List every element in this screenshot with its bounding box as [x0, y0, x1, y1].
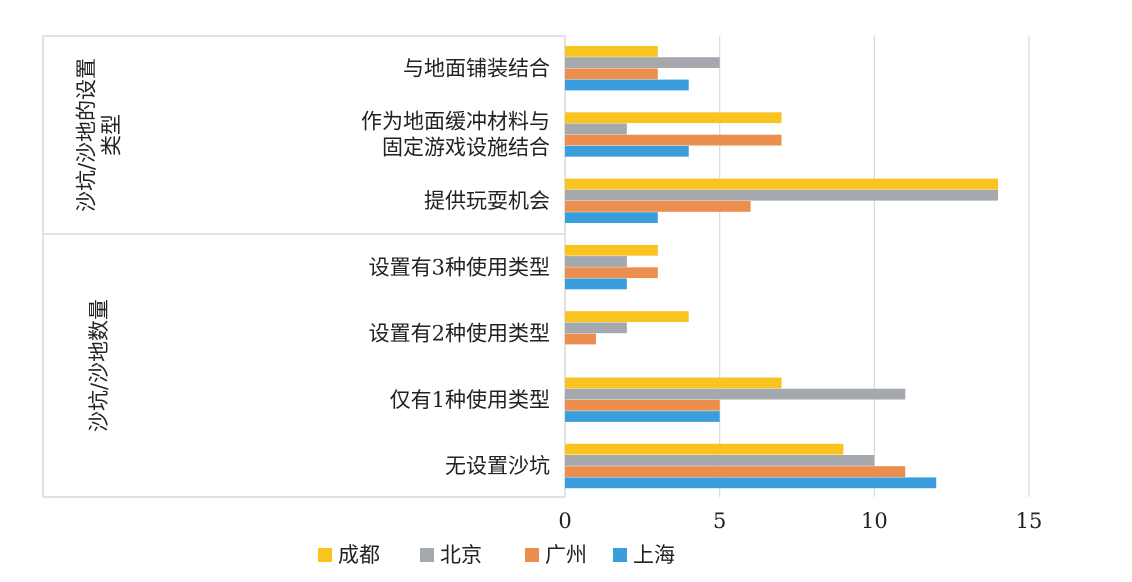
- bar-北京-1: [565, 123, 627, 135]
- x-tick-label: 15: [1016, 509, 1043, 533]
- category-label: 设置有3种使用类型: [369, 255, 550, 279]
- bar-成都-3: [565, 244, 658, 256]
- bar-北京-3: [565, 256, 627, 267]
- legend-swatch-3: [613, 548, 627, 562]
- bar-广州-0: [565, 68, 658, 80]
- bar-广州-3: [565, 267, 658, 279]
- group-label: 沙坑/沙地的设置: [75, 58, 99, 212]
- category-label: 仅有1种使用类型: [390, 388, 550, 412]
- bar-广州-5: [565, 399, 720, 411]
- category-label: 提供玩耍机会: [424, 189, 550, 213]
- legend-label-1: 北京: [440, 543, 482, 567]
- bar-北京-6: [565, 455, 875, 466]
- bars: [565, 46, 999, 489]
- bar-上海-2: [565, 212, 658, 223]
- group-frame: [42, 35, 566, 498]
- bar-广州-4: [565, 333, 596, 345]
- bar-成都-4: [565, 311, 689, 322]
- bar-广州-6: [565, 466, 906, 477]
- bar-成都-5: [565, 377, 782, 389]
- bar-成都-2: [565, 178, 999, 190]
- x-axis-ticks: 0 5 10 15: [558, 509, 1042, 533]
- bar-成都-1: [565, 112, 782, 124]
- category-label: 无设置沙坑: [445, 454, 550, 478]
- group-label: 沙坑/沙地数量: [87, 299, 111, 432]
- legend-label-2: 广州: [545, 543, 587, 567]
- legend-label-3: 上海: [633, 543, 675, 567]
- bar-上海-6: [565, 477, 937, 489]
- bar-广州-1: [565, 134, 782, 146]
- gridlines: [719, 36, 1030, 497]
- bar-北京-5: [565, 388, 906, 400]
- bar-上海-3: [565, 278, 627, 290]
- bar-上海-5: [565, 411, 720, 422]
- bar-成都-0: [565, 46, 658, 57]
- legend-swatch-1: [420, 548, 434, 562]
- legend-swatch-2: [525, 548, 539, 562]
- x-tick-label: 10: [861, 509, 888, 533]
- bar-北京-4: [565, 322, 627, 334]
- category-labels: 与地面铺装结合作为地面缓冲材料与固定游戏设施结合提供玩耍机会设置有3种使用类型设…: [361, 56, 550, 478]
- group-label: 类型: [100, 114, 124, 156]
- legend-label-0: 成都: [338, 543, 380, 567]
- x-tick-label: 5: [713, 509, 726, 533]
- bar-广州-2: [565, 201, 751, 212]
- bar-北京-0: [565, 57, 720, 68]
- bar-北京-2: [565, 189, 999, 201]
- bar-上海-0: [565, 79, 689, 91]
- bar-上海-1: [565, 145, 689, 157]
- category-label: 与地面铺装结合: [403, 56, 550, 80]
- bar-成都-6: [565, 443, 844, 455]
- legend: 成都 北京 广州 上海: [318, 543, 675, 567]
- x-tick-label: 0: [558, 509, 571, 533]
- category-label: 作为地面缓冲材料与: [361, 110, 550, 134]
- category-label: 设置有2种使用类型: [369, 322, 550, 346]
- legend-swatch-0: [318, 548, 332, 562]
- category-label: 固定游戏设施结合: [382, 136, 550, 160]
